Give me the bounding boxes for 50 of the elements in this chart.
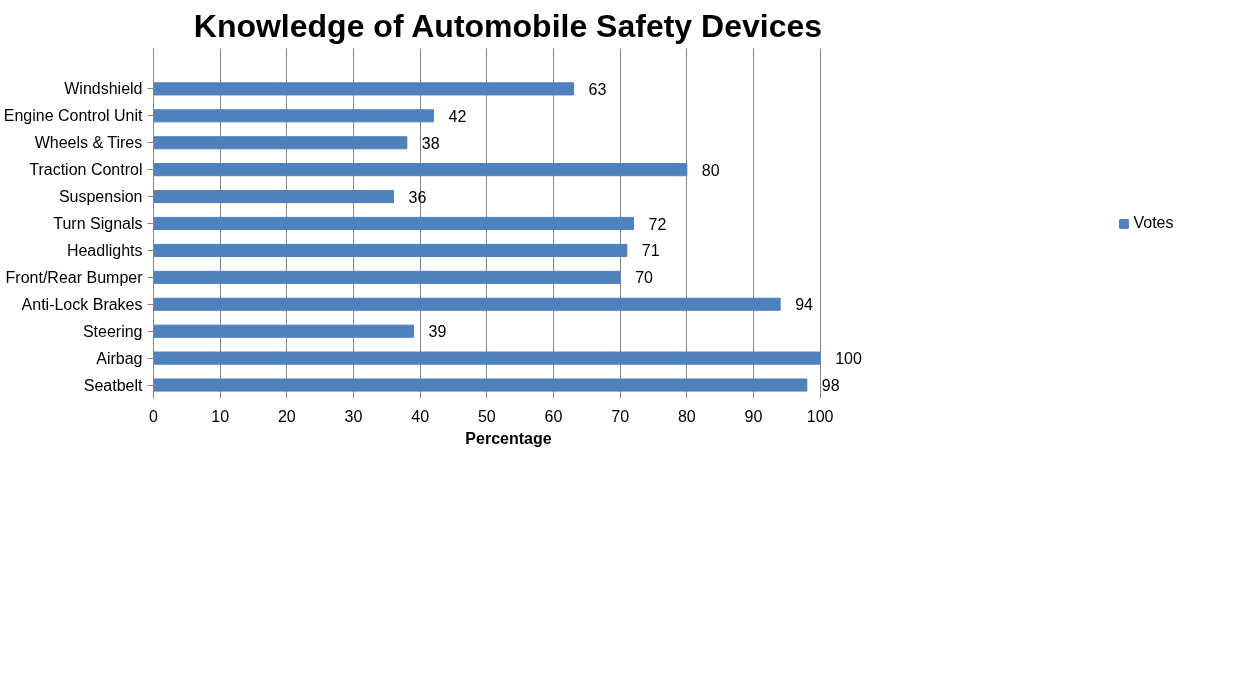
data-label: 38 <box>421 134 440 152</box>
x-tick-label: 10 <box>211 407 230 425</box>
data-label: 80 <box>701 161 720 179</box>
x-tick-label: 50 <box>477 407 496 425</box>
y-tick-label: Windshield <box>64 80 143 98</box>
x-tick-label: 20 <box>277 407 296 425</box>
y-tick-label: Headlights <box>66 241 143 259</box>
y-tick-label: Steering <box>82 322 143 340</box>
bar <box>153 270 621 284</box>
y-tick-label: Front/Rear Bumper <box>5 268 144 286</box>
data-label: 42 <box>448 107 467 125</box>
x-tick-label: 80 <box>677 407 696 425</box>
data-label: 71 <box>641 242 660 260</box>
bar <box>153 351 821 365</box>
data-label: 98 <box>821 377 840 395</box>
bar <box>153 82 574 96</box>
bar <box>153 324 414 338</box>
bar <box>153 297 781 311</box>
y-tick-label: Suspension <box>58 188 143 206</box>
y-tick-label: Turn Signals <box>53 215 143 232</box>
data-label: 72 <box>648 215 667 233</box>
x-axis-title: Percentage <box>465 429 552 447</box>
x-tick-label: 100 <box>806 407 834 425</box>
x-tick-label: 60 <box>544 407 563 425</box>
x-tick-label: 70 <box>611 407 630 425</box>
data-label: 36 <box>408 188 427 206</box>
x-tick-label: 0 <box>149 407 159 425</box>
y-tick-label: Wheels & Tires <box>34 134 143 152</box>
bar <box>153 216 634 231</box>
bar <box>153 109 434 123</box>
data-label: 70 <box>635 269 654 287</box>
legend-label: Votes <box>1133 214 1174 232</box>
bar <box>153 378 808 392</box>
bar <box>153 243 628 257</box>
data-label: 94 <box>795 296 814 314</box>
y-tick-label: Airbag <box>96 349 143 367</box>
y-tick-label: Seatbelt <box>83 376 144 394</box>
x-tick-label: 30 <box>344 407 363 425</box>
y-tick-label: Traction Control <box>29 161 143 179</box>
y-tick-label: Engine Control Unit <box>3 107 144 125</box>
data-label: 100 <box>835 350 862 368</box>
x-tick-label: 40 <box>411 407 430 425</box>
bar <box>153 190 394 204</box>
data-label: 63 <box>588 80 607 98</box>
bar <box>153 136 408 150</box>
chart-title: Knowledge of Automobile Safety Devices <box>193 7 823 44</box>
bar <box>153 163 688 177</box>
data-label: 39 <box>428 323 447 341</box>
y-tick-label: Anti-Lock Brakes <box>21 295 143 313</box>
x-tick-label: 90 <box>744 407 763 425</box>
